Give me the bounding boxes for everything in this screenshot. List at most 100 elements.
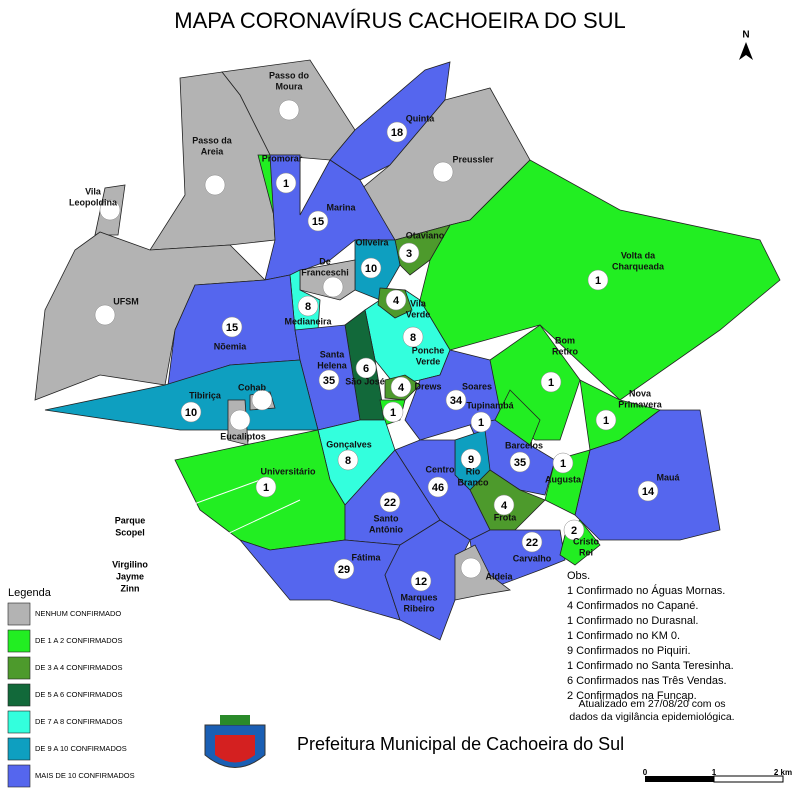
case-count: 22 <box>384 497 396 509</box>
district-name: Retiro <box>552 346 579 356</box>
obs-line: 1 Confirmado no Santa Teresinha. <box>567 660 734 672</box>
legend-label: DE 1 A 2 CONFIRMADOS <box>35 636 123 645</box>
marker <box>307 210 329 232</box>
marker <box>333 558 355 580</box>
case-count: 18 <box>391 127 403 139</box>
district-name: Eucaliptos <box>220 431 266 441</box>
obs-title: Obs. <box>567 570 590 582</box>
district-name: Santa <box>320 349 346 359</box>
obs-line: 9 Confirmados no Piquiri. <box>567 645 691 657</box>
marker <box>275 172 297 194</box>
legend-swatch <box>7 683 31 707</box>
district-name: Vila <box>85 186 102 196</box>
marker <box>99 199 121 221</box>
district-name: Passo do <box>269 70 310 80</box>
district-name: Scopel <box>115 527 145 537</box>
legend-label: NENHUM CONFIRMADO <box>35 609 121 618</box>
leader <box>149 479 261 521</box>
district-name: Zinn <box>121 583 140 593</box>
case-count: 4 <box>393 295 400 307</box>
marker <box>204 174 226 196</box>
case-count: 4 <box>398 382 405 394</box>
updated-note: Atualizado em 27/08/20 com os <box>578 698 725 710</box>
district-name: Branco <box>457 477 489 487</box>
district-name: Soares <box>462 381 492 391</box>
marker <box>94 304 116 326</box>
district-name: Carvalho <box>513 553 552 563</box>
district-name: Areia <box>201 146 225 156</box>
legend-label: DE 9 A 10 CONFIRMADOS <box>35 744 127 753</box>
legend-swatch <box>7 764 31 788</box>
district-name: Marina <box>326 202 356 212</box>
case-count: 1 <box>263 482 269 494</box>
obs-line: 1 Confirmado no Durasnal. <box>567 615 698 627</box>
marker <box>251 389 273 411</box>
marker <box>398 242 420 264</box>
district-name: Cristo <box>573 536 600 546</box>
marker <box>427 476 449 498</box>
district-name: Ribeiro <box>403 603 435 613</box>
district-name: Ponche <box>412 345 445 355</box>
marker <box>297 295 319 317</box>
district-name: Vila <box>410 298 427 308</box>
marker <box>445 389 467 411</box>
legend-swatch <box>7 602 31 626</box>
case-count: 22 <box>526 537 538 549</box>
district-name: Charqueada <box>612 261 665 271</box>
case-count: 35 <box>323 375 335 387</box>
marker <box>379 491 401 513</box>
marker <box>432 161 454 183</box>
case-count: 10 <box>185 407 197 419</box>
marker <box>637 480 659 502</box>
district-name: De <box>319 256 331 266</box>
case-count: 3 <box>406 248 412 260</box>
title: MAPA CORONAVÍRUS CACHOEIRA DO SUL <box>174 8 626 33</box>
marker <box>587 269 609 291</box>
marker <box>221 316 243 338</box>
district-name: Rio <box>466 466 481 476</box>
districts <box>34 59 781 641</box>
footer: Prefeitura Municipal de Cachoeira do Sul <box>297 734 624 754</box>
legend-label: MAIS DE 10 CONFIRMADOS <box>35 771 135 780</box>
legend-title: Legenda <box>8 587 52 599</box>
case-count: 34 <box>450 395 463 407</box>
case-count: 1 <box>390 407 396 419</box>
district-name: Virgilino <box>112 559 148 569</box>
case-count: 1 <box>595 275 601 287</box>
case-count: 1 <box>283 178 289 190</box>
case-count: 1 <box>548 377 554 389</box>
case-count: 14 <box>642 486 655 498</box>
district-name: Medianeira <box>284 316 332 326</box>
district-name: Quinta <box>406 113 435 123</box>
district-name: Drews <box>414 381 441 391</box>
case-count: 1 <box>478 417 484 429</box>
district-name: Leopoldina <box>69 197 118 207</box>
district-name: UFSM <box>113 296 139 306</box>
case-count: 46 <box>432 482 444 494</box>
district-name: Mauá <box>656 472 680 482</box>
district-name: Nova <box>629 388 652 398</box>
district-name: Passo da <box>192 135 233 145</box>
district-name: Franceschi <box>301 267 349 277</box>
marker <box>386 121 408 143</box>
district-name: São José <box>345 376 385 386</box>
obs-line: 1 Confirmado no Águas Mornas. <box>567 584 725 597</box>
case-count: 4 <box>501 500 508 512</box>
north-label: N <box>742 30 749 41</box>
district-name: Parque <box>115 515 146 525</box>
district-name: Frota <box>494 512 517 522</box>
marker <box>563 519 585 541</box>
coat-of-arms <box>204 715 266 768</box>
legend-label: DE 3 A 4 CONFIRMADOS <box>35 663 123 672</box>
north-arrow <box>739 42 753 60</box>
obs-line: 2 Confirmados na Funcap. <box>567 690 697 702</box>
case-count: 12 <box>415 576 427 588</box>
marker <box>382 401 404 423</box>
district-name: Volta da <box>621 250 656 260</box>
district-name: Bom <box>555 335 575 345</box>
marker <box>255 476 277 498</box>
district-name: Tupinambá <box>466 400 514 410</box>
district-name: Otaviano <box>406 230 445 240</box>
district-name: Moura <box>276 81 304 91</box>
